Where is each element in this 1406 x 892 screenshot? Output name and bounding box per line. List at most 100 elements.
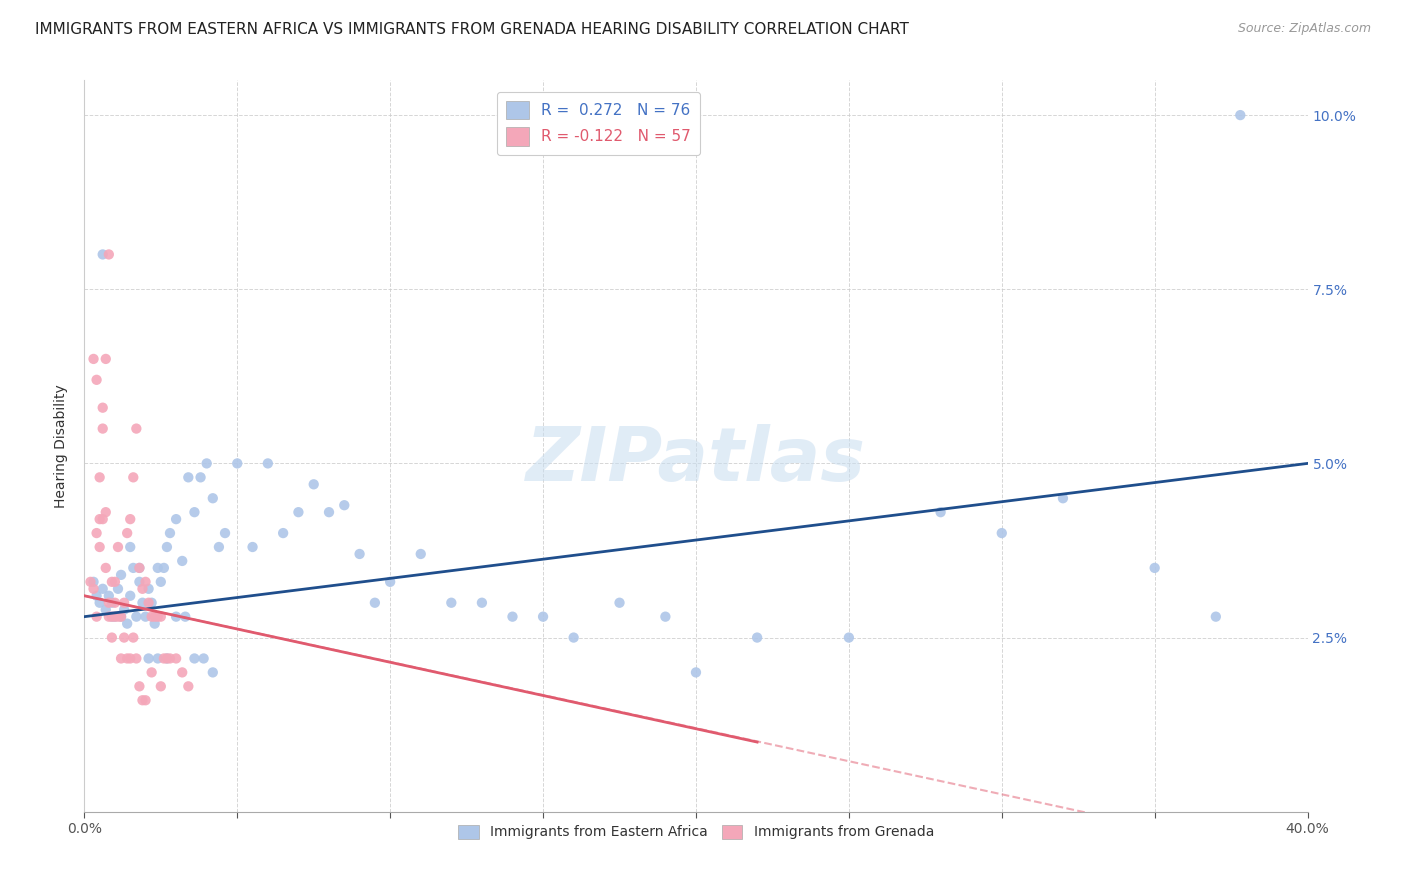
Point <box>131 582 153 596</box>
Point <box>120 540 142 554</box>
Point <box>135 693 157 707</box>
Point <box>120 651 142 665</box>
Point <box>101 609 124 624</box>
Point <box>1205 609 1227 624</box>
Point <box>838 631 860 645</box>
Point <box>112 631 135 645</box>
Point <box>107 582 129 596</box>
Point <box>101 631 124 645</box>
Point <box>91 401 114 415</box>
Point <box>177 470 200 484</box>
Point <box>86 589 108 603</box>
Point <box>122 561 145 575</box>
Point <box>131 596 153 610</box>
Point <box>183 505 205 519</box>
Point <box>364 596 387 610</box>
Point <box>149 609 172 624</box>
Point <box>122 470 145 484</box>
Point <box>214 526 236 541</box>
Point <box>79 574 101 589</box>
Point <box>318 505 340 519</box>
Point <box>110 651 132 665</box>
Point <box>83 582 105 596</box>
Point <box>153 651 176 665</box>
Point <box>146 561 169 575</box>
Point <box>94 561 117 575</box>
Point <box>115 616 138 631</box>
Point <box>89 540 111 554</box>
Point <box>195 457 218 471</box>
Point <box>287 505 309 519</box>
Point <box>110 567 132 582</box>
Point <box>120 512 142 526</box>
Point <box>208 540 231 554</box>
Point <box>143 616 166 631</box>
Point <box>141 609 163 624</box>
Point <box>86 526 108 541</box>
Legend: Immigrants from Eastern Africa, Immigrants from Grenada: Immigrants from Eastern Africa, Immigran… <box>453 819 939 845</box>
Point <box>141 596 163 610</box>
Point <box>991 526 1014 541</box>
Point <box>135 609 157 624</box>
Point <box>86 373 108 387</box>
Point <box>929 505 952 519</box>
Text: Source: ZipAtlas.com: Source: ZipAtlas.com <box>1237 22 1371 36</box>
Point <box>94 603 117 617</box>
Point <box>380 574 402 589</box>
Point <box>146 651 169 665</box>
Point <box>89 596 111 610</box>
Point <box>112 603 135 617</box>
Point <box>104 596 127 610</box>
Point <box>562 631 585 645</box>
Point <box>131 693 153 707</box>
Point <box>97 596 120 610</box>
Point <box>165 609 187 624</box>
Point <box>409 547 432 561</box>
Point <box>333 498 356 512</box>
Point <box>143 609 166 624</box>
Point <box>138 582 160 596</box>
Point <box>201 491 224 506</box>
Point <box>91 421 114 435</box>
Point <box>172 665 194 680</box>
Point <box>156 651 179 665</box>
Point <box>128 679 150 693</box>
Point <box>149 679 172 693</box>
Point <box>91 582 114 596</box>
Point <box>349 547 371 561</box>
Point <box>502 609 524 624</box>
Point <box>183 651 205 665</box>
Y-axis label: Hearing Disability: Hearing Disability <box>55 384 69 508</box>
Point <box>112 596 135 610</box>
Point <box>242 540 264 554</box>
Point <box>104 609 127 624</box>
Point <box>89 512 111 526</box>
Point <box>120 589 142 603</box>
Point <box>122 631 145 645</box>
Point <box>86 609 108 624</box>
Point <box>101 574 124 589</box>
Point <box>83 574 105 589</box>
Point <box>165 512 187 526</box>
Point <box>172 554 194 568</box>
Point <box>271 526 294 541</box>
Point <box>89 470 111 484</box>
Point <box>91 247 114 261</box>
Point <box>159 651 181 665</box>
Point <box>531 609 554 624</box>
Point <box>190 470 212 484</box>
Point <box>193 651 215 665</box>
Point <box>153 561 176 575</box>
Point <box>654 609 676 624</box>
Point <box>135 574 157 589</box>
Point <box>156 540 179 554</box>
Point <box>125 421 148 435</box>
Point <box>138 596 160 610</box>
Point <box>128 561 150 575</box>
Point <box>1229 108 1251 122</box>
Point <box>94 505 117 519</box>
Point <box>149 574 172 589</box>
Point <box>94 351 117 366</box>
Point <box>97 609 120 624</box>
Point <box>471 596 494 610</box>
